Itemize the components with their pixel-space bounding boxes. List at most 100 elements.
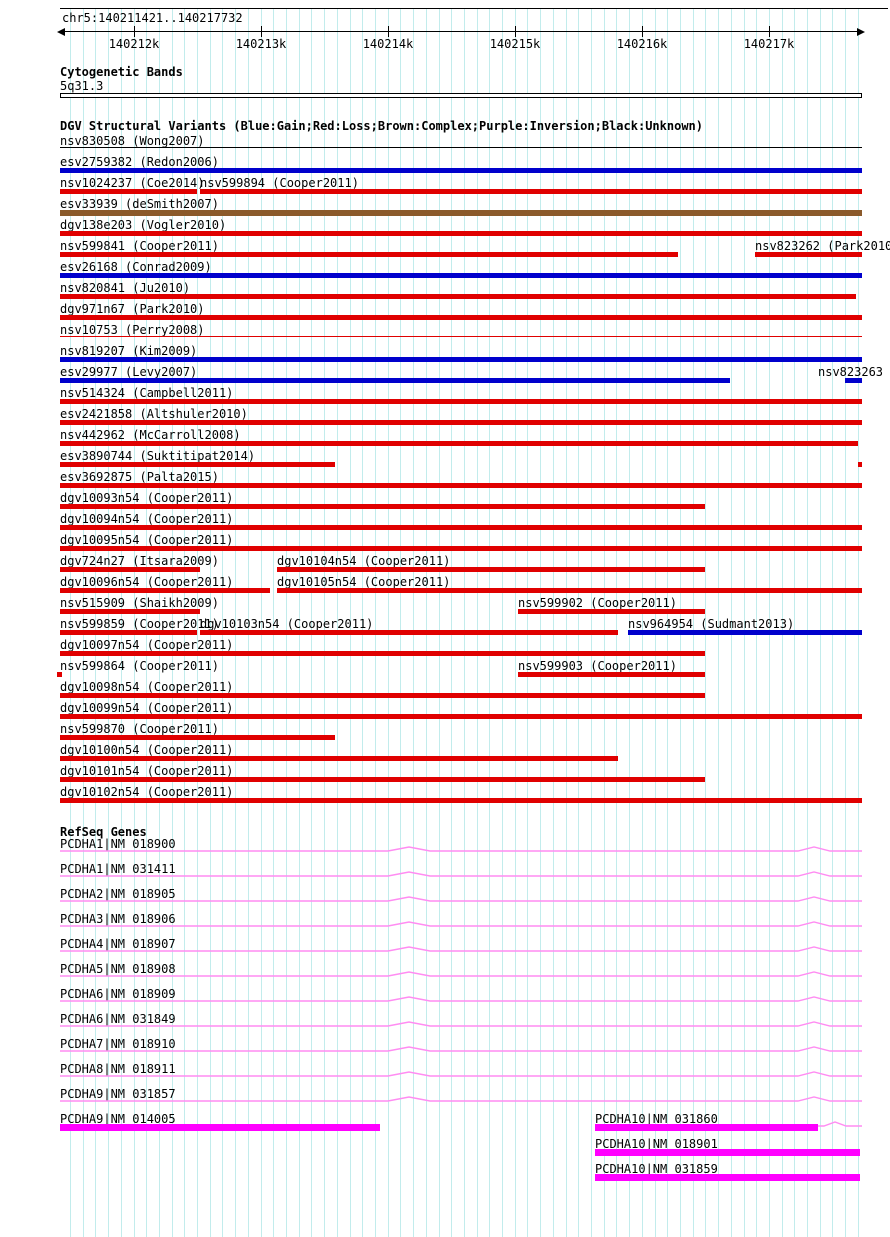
variant-bar[interactable] xyxy=(200,189,862,194)
variant-bar[interactable] xyxy=(60,609,200,614)
variant-bar[interactable] xyxy=(277,588,862,593)
variant-label[interactable]: nsv819207 (Kim2009) xyxy=(60,344,198,358)
variant-bar[interactable] xyxy=(60,777,705,782)
gene-intron-line[interactable] xyxy=(60,1045,862,1057)
variant-bar[interactable] xyxy=(518,609,705,614)
variant-label[interactable]: esv3692875 (Palta2015) xyxy=(60,470,219,484)
variant-bar[interactable] xyxy=(60,567,200,572)
variant-label[interactable]: nsv599864 (Cooper2011) xyxy=(60,659,219,673)
gene-label[interactable]: PCDHA10|NM_031860 xyxy=(595,1112,718,1126)
variant-bar[interactable] xyxy=(60,273,862,278)
variant-bar[interactable] xyxy=(60,546,862,551)
variant-bar[interactable] xyxy=(60,189,197,194)
variant-label[interactable]: dgv10093n54 (Cooper2011) xyxy=(60,491,234,505)
variant-bar[interactable] xyxy=(60,399,862,404)
gene-intron-line[interactable] xyxy=(60,1020,862,1032)
variant-bar[interactable] xyxy=(60,441,858,446)
gene-label[interactable]: PCDHA2|NM_018905 xyxy=(60,887,176,901)
variant-label[interactable]: nsv1024237 (Coe2014) xyxy=(60,176,205,190)
variant-label[interactable]: nsv823262 (Park2010) xyxy=(755,239,890,253)
gene-intron-line[interactable] xyxy=(60,845,862,857)
gene-intron-line[interactable] xyxy=(816,1120,862,1132)
gene-label[interactable]: PCDHA9|NM_014005 xyxy=(60,1112,176,1126)
variant-label[interactable]: dgv10096n54 (Cooper2011) xyxy=(60,575,234,589)
variant-label[interactable]: dgv10103n54 (Cooper2011) xyxy=(200,617,374,631)
variant-bar[interactable] xyxy=(60,630,197,635)
variant-label[interactable]: nsv823263 (P xyxy=(818,365,884,379)
variant-label[interactable]: esv3890744 (Suktitipat2014) xyxy=(60,449,256,463)
variant-label[interactable]: nsv515909 (Shaikh2009) xyxy=(60,596,219,610)
variant-bar[interactable] xyxy=(60,693,705,698)
variant-bar[interactable] xyxy=(60,504,705,509)
variant-bar[interactable] xyxy=(60,357,862,362)
gene-label[interactable]: PCDHA9|NM_031857 xyxy=(60,1087,176,1101)
variant-bar[interactable] xyxy=(277,567,705,572)
variant-label[interactable]: dgv724n27 (Itsara2009) xyxy=(60,554,219,568)
gene-exon-bar[interactable] xyxy=(595,1174,860,1181)
gene-intron-line[interactable] xyxy=(60,945,862,957)
variant-bar[interactable] xyxy=(755,252,862,257)
gene-label[interactable]: PCDHA8|NM_018911 xyxy=(60,1062,176,1076)
gene-intron-line[interactable] xyxy=(60,870,862,882)
variant-bar[interactable] xyxy=(845,378,862,383)
gene-intron-line[interactable] xyxy=(60,995,862,1007)
variant-bar[interactable] xyxy=(60,147,862,148)
variant-bar[interactable] xyxy=(60,756,618,761)
variant-label[interactable]: nsv10753 (Perry2008) xyxy=(60,323,205,337)
variant-bar[interactable] xyxy=(60,252,678,257)
variant-label[interactable]: esv26168 (Conrad2009) xyxy=(60,260,212,274)
gene-exon-bar[interactable] xyxy=(60,1124,380,1131)
variant-label[interactable]: esv29977 (Levy2007) xyxy=(60,365,198,379)
variant-bar[interactable] xyxy=(200,630,618,635)
gene-exon-bar[interactable] xyxy=(595,1124,818,1131)
gene-label[interactable]: PCDHA6|NM_031849 xyxy=(60,1012,176,1026)
variant-bar[interactable] xyxy=(60,525,862,530)
gene-intron-line[interactable] xyxy=(60,1095,862,1107)
variant-bar[interactable] xyxy=(60,336,862,337)
variant-bar[interactable] xyxy=(60,294,856,299)
variant-bar[interactable] xyxy=(60,483,862,488)
variant-label[interactable]: dgv10098n54 (Cooper2011) xyxy=(60,680,234,694)
gene-label[interactable]: PCDHA7|NM_018910 xyxy=(60,1037,176,1051)
variant-label[interactable]: nsv514324 (Campbell2011) xyxy=(60,386,234,400)
variant-bar[interactable] xyxy=(60,315,862,320)
variant-label[interactable]: nsv599894 (Cooper2011) xyxy=(200,176,359,190)
variant-bar[interactable] xyxy=(518,672,705,677)
gene-label[interactable]: PCDHA10|NM_018901 xyxy=(595,1137,718,1151)
variant-bar[interactable] xyxy=(60,588,270,593)
variant-label[interactable]: nsv599859 (Cooper2011) xyxy=(60,617,219,631)
variant-label[interactable]: dgv10095n54 (Cooper2011) xyxy=(60,533,234,547)
gene-label[interactable]: PCDHA3|NM_018906 xyxy=(60,912,176,926)
variant-bar[interactable] xyxy=(628,630,862,635)
gene-label[interactable]: PCDHA4|NM_018907 xyxy=(60,937,176,951)
variant-bar[interactable] xyxy=(60,378,730,383)
variant-label[interactable]: dgv10100n54 (Cooper2011) xyxy=(60,743,234,757)
variant-bar[interactable] xyxy=(60,714,862,719)
variant-label[interactable]: esv2759382 (Redon2006) xyxy=(60,155,219,169)
variant-label[interactable]: nsv599841 (Cooper2011) xyxy=(60,239,219,253)
variant-bar[interactable] xyxy=(60,651,705,656)
gene-label[interactable]: PCDHA6|NM_018909 xyxy=(60,987,176,1001)
variant-label[interactable]: dgv10101n54 (Cooper2011) xyxy=(60,764,234,778)
variant-label[interactable]: dgv10099n54 (Cooper2011) xyxy=(60,701,234,715)
variant-label[interactable]: nsv599902 (Cooper2011) xyxy=(518,596,677,610)
variant-label[interactable]: dgv138e203 (Vogler2010) xyxy=(60,218,227,232)
variant-bar[interactable] xyxy=(57,672,62,677)
variant-label[interactable]: nsv442962 (McCarroll2008) xyxy=(60,428,241,442)
variant-label[interactable]: dgv10105n54 (Cooper2011) xyxy=(277,575,451,589)
variant-bar[interactable] xyxy=(60,735,335,740)
gene-intron-line[interactable] xyxy=(60,970,862,982)
variant-label[interactable]: nsv830508 (Wong2007) xyxy=(60,134,205,148)
variant-label[interactable]: dgv971n67 (Park2010) xyxy=(60,302,205,316)
variant-label[interactable]: nsv820841 (Ju2010) xyxy=(60,281,191,295)
variant-label[interactable]: dgv10104n54 (Cooper2011) xyxy=(277,554,451,568)
variant-label[interactable]: esv33939 (deSmith2007) xyxy=(60,197,219,211)
gene-intron-line[interactable] xyxy=(60,895,862,907)
variant-label[interactable]: dgv10097n54 (Cooper2011) xyxy=(60,638,234,652)
variant-bar[interactable] xyxy=(60,420,862,425)
variant-bar[interactable] xyxy=(60,798,862,803)
variant-label[interactable]: dgv10102n54 (Cooper2011) xyxy=(60,785,234,799)
variant-bar[interactable] xyxy=(60,210,862,216)
variant-label[interactable]: esv2421858 (Altshuler2010) xyxy=(60,407,248,421)
variant-bar[interactable] xyxy=(858,462,862,467)
